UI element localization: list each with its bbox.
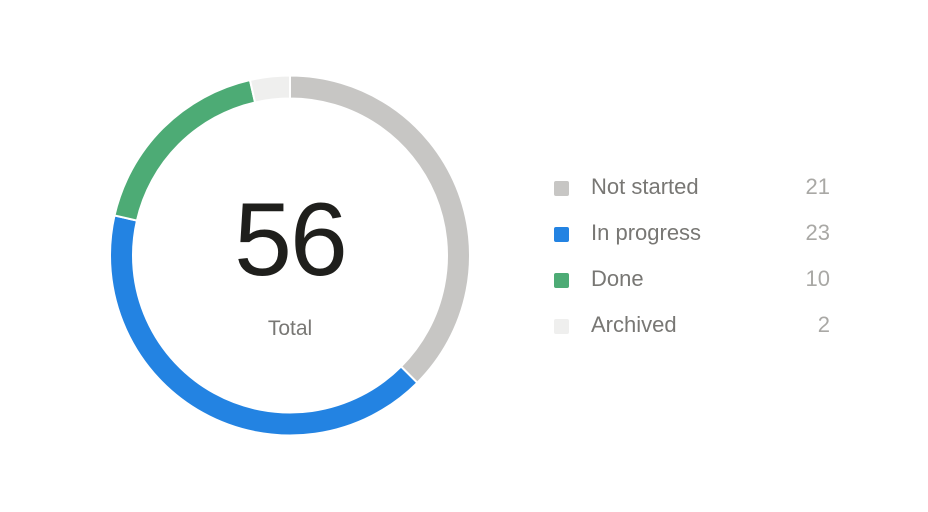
legend-value: 2 [817,312,830,337]
legend-label: Archived [591,312,677,337]
legend-value: 10 [805,266,830,291]
total-value: 56 [234,182,348,298]
legend-item: Archived 2 [554,308,830,354]
legend-swatch [554,181,569,196]
legend-item: Done 10 [554,262,830,308]
legend-label: In progress [591,220,702,245]
legend-label: Done [591,266,644,291]
legend-swatch [554,273,569,288]
legend-label: Not started [591,174,699,199]
legend: Not started 21 In progress 23 Done 10 Ar… [554,170,830,354]
legend-swatch [554,319,569,334]
legend-value: 21 [805,174,830,199]
legend-value: 23 [805,220,830,245]
total-label: Total [267,317,313,340]
legend-swatch [554,227,569,242]
legend-item: In progress 23 [554,216,830,262]
legend-item: Not started 21 [554,170,830,216]
donut-segment-archived [248,74,291,104]
